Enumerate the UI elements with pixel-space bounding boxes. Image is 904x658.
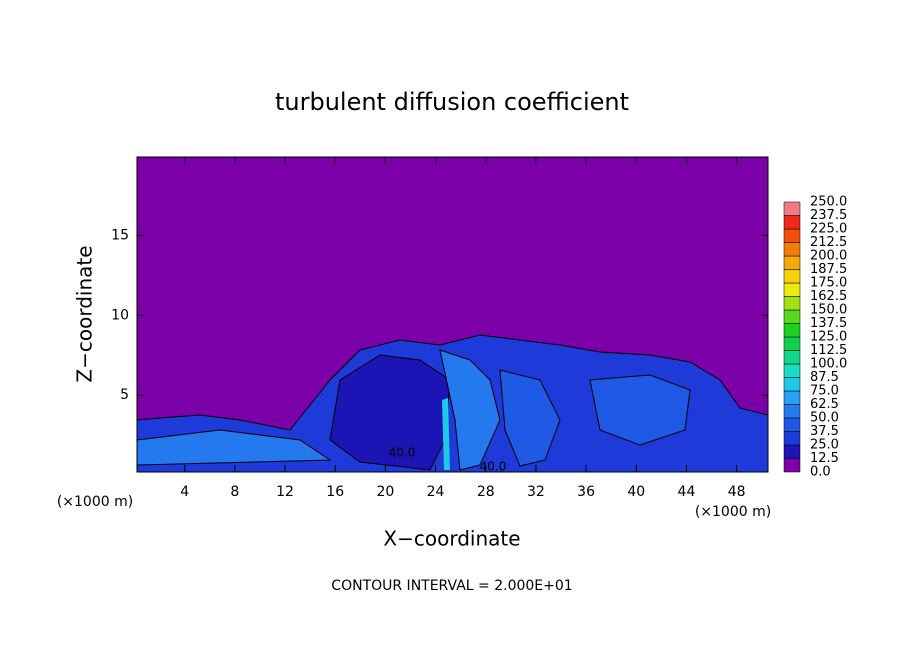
colorbar-label: 0.0 [810,465,831,480]
colorbar-segment [783,404,801,419]
colorbar-segment [783,336,801,351]
colorbar-label: 175.0 [810,276,847,291]
colorbar-segment [783,444,801,459]
colorbar-label: 75.0 [810,384,839,399]
x-unit: (×1000 m) [57,494,133,510]
colorbar-label: 112.5 [810,343,847,358]
colorbar-label: 100.0 [810,357,847,372]
x-tick-label: 48 [728,484,746,500]
colorbar-segment [783,215,801,230]
colorbar-segment [783,282,801,297]
y-tick-label: 5 [120,387,129,403]
colorbar-segment [783,431,801,446]
colorbar-segment [783,390,801,405]
colorbar-label: 50.0 [810,411,839,426]
colorbar-segment [783,242,801,257]
colorbar-label: 187.5 [810,262,847,277]
x-tick-label: 12 [276,484,294,500]
colorbar-segment [783,269,801,284]
x-tick-label: 36 [577,484,595,500]
colorbar-label: 137.5 [810,316,847,331]
x-tick-label: 24 [427,484,445,500]
x-tick-label: 16 [326,484,344,500]
colorbar-segment [783,417,801,432]
colorbar-segment [783,228,801,243]
colorbar-label: 62.5 [810,397,839,412]
colorbar-label: 237.5 [810,208,847,223]
colorbar-label: 200.0 [810,249,847,264]
x-tick-label: 32 [527,484,545,500]
colorbar-segment [783,309,801,324]
colorbar-label: 125.0 [810,330,847,345]
x-tick-label: 44 [678,484,696,500]
chart-title: turbulent diffusion coefficient [275,88,629,116]
colorbar-label: 250.0 [810,195,847,210]
x-tick-label: 40 [627,484,645,500]
x-unit: (×1000 m) [695,504,771,520]
contour-label: 40.0 [480,460,507,474]
colorbar-segment [783,323,801,338]
y-tick-label: 15 [111,227,129,243]
colorbar-label: 25.0 [810,438,839,453]
colorbar-label: 12.5 [810,451,839,466]
x-tick-label: 8 [230,484,239,500]
colorbar-label: 37.5 [810,424,839,439]
colorbar-segment [783,363,801,378]
colorbar-label: 162.5 [810,289,847,304]
colorbar-label: 87.5 [810,370,839,385]
contour-label: 40.0 [389,446,416,460]
colorbar-segment [783,377,801,392]
annotation: CONTOUR INTERVAL = 2.000E+01 [331,578,572,594]
colorbar-label: 212.5 [810,235,847,250]
x-axis-label: X−coordinate [383,527,520,551]
colorbar-label: 225.0 [810,222,847,237]
field [136,157,769,473]
colorbar-segment [783,296,801,311]
colorbar-segment [783,350,801,365]
y-tick-label: 10 [111,307,129,323]
colorbar-segment [783,458,801,473]
x-tick-label: 4 [180,484,189,500]
x-tick-label: 28 [477,484,495,500]
colorbar-segment [783,255,801,270]
y-axis-label: Z−coordinate [73,245,97,382]
colorbar-segment [783,201,801,216]
plot-frame [136,156,769,473]
x-tick-label: 20 [376,484,394,500]
colorbar-label: 150.0 [810,303,847,318]
